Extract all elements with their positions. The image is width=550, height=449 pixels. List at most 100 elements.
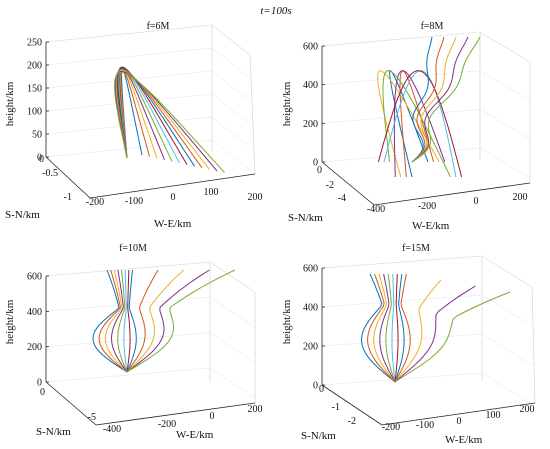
ray-path — [411, 36, 469, 163]
y-axis-label: height/km — [4, 299, 16, 344]
height-tick-label: 0 — [313, 158, 318, 169]
ray-path — [104, 269, 128, 373]
ray-path — [117, 269, 128, 373]
y-axis-label: height/km — [281, 299, 293, 344]
sn-tick-label: 0 — [39, 154, 44, 165]
height-tick-label: 600 — [303, 42, 318, 53]
ray-path — [123, 269, 128, 373]
sn-tick-label: -1 — [332, 402, 340, 413]
panel-f15: f=15M height/km S-N/km W-E/km 0 200 400 600… — [281, 243, 536, 446]
we-tick-label: 100 — [486, 410, 501, 421]
axes-frame — [321, 255, 536, 426]
sn-tick-label: -2 — [326, 180, 334, 191]
ray-path — [126, 269, 137, 373]
height-tick-label: 200 — [27, 61, 42, 72]
ray-path — [114, 70, 218, 172]
ray-path — [117, 66, 188, 165]
x-axis-label: W-E/km — [154, 218, 192, 230]
we-tick-label: 0 — [210, 411, 215, 422]
ray-path — [377, 70, 463, 178]
ray-path — [98, 269, 128, 373]
we-tick-label: 200 — [248, 192, 263, 203]
y-axis-label: height/km — [281, 81, 293, 126]
height-tick-label: 400 — [303, 80, 318, 91]
we-tick-label: -200 — [382, 422, 400, 433]
we-tick-label: -200 — [418, 201, 436, 212]
height-tick-label: 50 — [32, 130, 42, 141]
we-tick-label: -100 — [125, 196, 143, 207]
ray-path — [394, 273, 411, 383]
ray-path — [411, 36, 457, 163]
sn-tick-label: -0.5 — [42, 168, 58, 179]
ray-path — [394, 285, 476, 383]
z-axis-label: S-N/km — [288, 212, 323, 224]
ray-path — [394, 273, 405, 383]
height-tick-label: 100 — [27, 107, 42, 118]
ray-path — [367, 273, 396, 383]
ray-path — [360, 273, 396, 383]
ray-path — [115, 69, 210, 170]
height-tick-label: 200 — [27, 342, 42, 353]
z-axis-label: S-N/km — [301, 430, 336, 442]
ray-path — [411, 36, 433, 163]
panel-title: f=8M — [421, 21, 444, 32]
z-axis-label: S-N/km — [5, 209, 40, 221]
ray-path — [126, 269, 159, 373]
height-tick-label: 200 — [303, 119, 318, 130]
ray-path — [126, 269, 210, 373]
we-tick-label: 100 — [204, 187, 219, 198]
ray-path — [110, 269, 128, 373]
we-tick-label: -200 — [86, 197, 104, 208]
ray-path — [383, 70, 457, 178]
panel-f10: f=10M height/km S-N/km W-E/km 0 200 400 600… — [4, 243, 263, 441]
height-tick-label: 0 — [313, 381, 318, 392]
sn-tick-label: -4 — [338, 193, 346, 204]
ray-path — [116, 67, 195, 167]
panel-title: f=10M — [119, 243, 147, 254]
height-tick-label: 0 — [37, 378, 42, 389]
axes-frame — [45, 261, 256, 426]
we-tick-label: -400 — [367, 204, 385, 215]
ray-path — [385, 273, 396, 383]
we-tick-label: 200 — [520, 404, 535, 415]
height-tick-label: 0 — [37, 153, 42, 164]
ray-path — [379, 273, 396, 383]
ray-path — [126, 269, 185, 373]
ray-path — [394, 291, 511, 383]
ray-path — [92, 269, 128, 373]
ray-path — [394, 273, 399, 383]
ray-path — [373, 273, 396, 383]
ray-path — [377, 70, 440, 178]
ray-path — [411, 36, 481, 163]
panel-f6: f=6M height/km S-N/km W-E/km 0 50 100 150 20… — [4, 21, 263, 230]
we-tick-label: -400 — [103, 424, 121, 435]
panel-title: f=6M — [147, 21, 170, 32]
sn-tick-label: -1 — [64, 192, 72, 203]
figure-title: t=100s — [260, 5, 291, 17]
sn-tick-label: -2 — [348, 416, 356, 427]
height-tick-label: 150 — [27, 84, 42, 95]
ray-path — [411, 36, 445, 163]
we-tick-label: 0 — [171, 192, 176, 203]
height-tick-label: 600 — [303, 264, 318, 275]
x-axis-label: W-E/km — [176, 429, 214, 441]
ray-path — [126, 269, 131, 373]
x-axis-label: W-E/km — [445, 434, 483, 446]
height-tick-label: 400 — [27, 307, 42, 318]
we-tick-label: 0 — [457, 416, 462, 427]
height-tick-label: 250 — [27, 38, 42, 49]
we-tick-label: -200 — [158, 419, 176, 430]
ray-path — [394, 279, 442, 383]
x-axis-label: W-E/km — [412, 220, 450, 232]
ray-path — [115, 68, 203, 169]
z-axis-label: S-N/km — [36, 426, 71, 438]
axes-frame — [45, 24, 256, 199]
ray-path — [382, 70, 451, 178]
ray-path — [391, 273, 396, 383]
ray-path — [126, 269, 236, 373]
y-axis-label: height/km — [4, 81, 16, 126]
sn-tick-label: 0 — [317, 165, 322, 176]
we-tick-label: 0 — [474, 196, 479, 207]
height-tick-label: 600 — [27, 272, 42, 283]
